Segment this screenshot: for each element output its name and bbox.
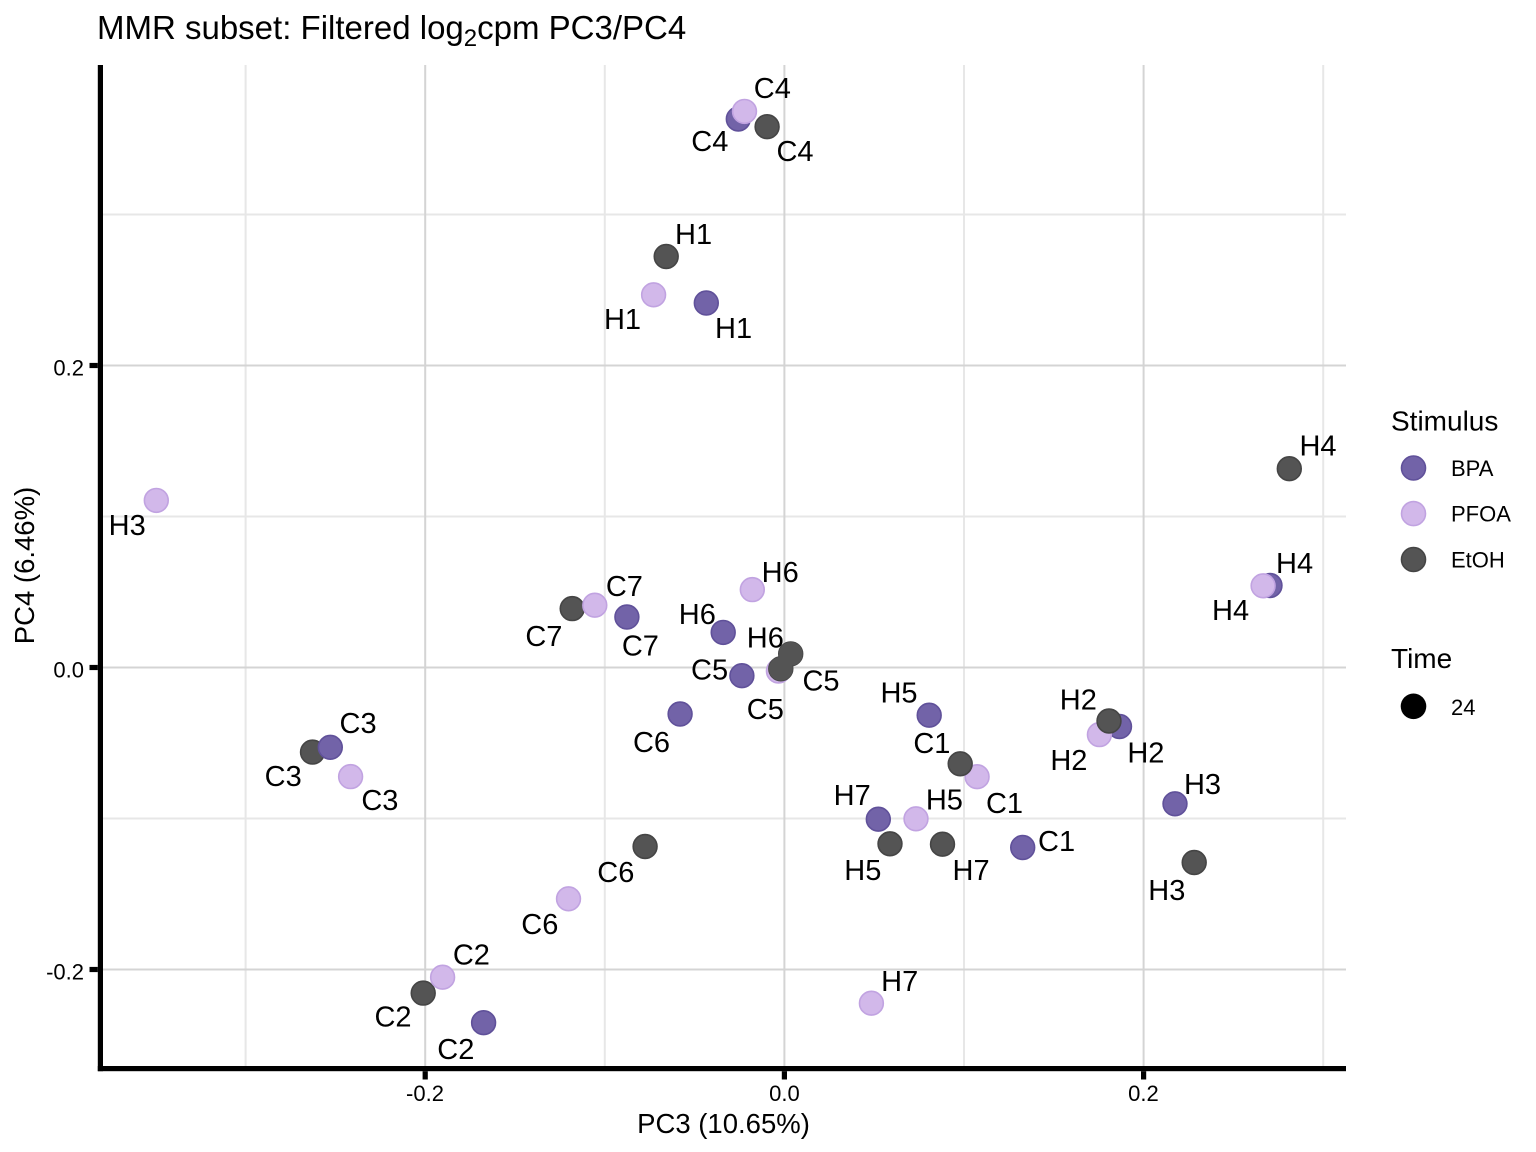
svg-text:C5: C5 bbox=[691, 655, 728, 687]
svg-text:H1: H1 bbox=[604, 304, 641, 336]
svg-text:24: 24 bbox=[1451, 695, 1475, 720]
svg-text:PC4 (6.46%): PC4 (6.46%) bbox=[9, 487, 40, 644]
svg-text:H2: H2 bbox=[1127, 737, 1164, 769]
svg-text:C3: C3 bbox=[361, 785, 398, 817]
svg-text:C7: C7 bbox=[525, 621, 562, 653]
svg-text:PFOA: PFOA bbox=[1451, 502, 1511, 527]
svg-text:C4: C4 bbox=[776, 136, 813, 168]
svg-text:-0.2: -0.2 bbox=[46, 959, 84, 984]
svg-text:C6: C6 bbox=[633, 727, 670, 759]
svg-text:H2: H2 bbox=[1060, 685, 1097, 717]
svg-text:C6: C6 bbox=[521, 909, 558, 941]
svg-text:H2: H2 bbox=[1050, 745, 1087, 777]
svg-text:H4: H4 bbox=[1299, 430, 1336, 462]
svg-text:Stimulus: Stimulus bbox=[1391, 406, 1498, 437]
svg-text:C3: C3 bbox=[265, 761, 302, 793]
svg-text:C7: C7 bbox=[622, 631, 659, 663]
svg-text:C1: C1 bbox=[986, 788, 1023, 820]
svg-text:C2: C2 bbox=[453, 940, 490, 972]
svg-text:C5: C5 bbox=[747, 694, 784, 726]
svg-text:PC3 (10.65%): PC3 (10.65%) bbox=[637, 1108, 810, 1139]
svg-text:C3: C3 bbox=[340, 708, 377, 740]
svg-text:H3: H3 bbox=[109, 510, 146, 542]
svg-text:H7: H7 bbox=[881, 966, 918, 998]
svg-text:0.0: 0.0 bbox=[769, 1081, 800, 1106]
svg-text:H7: H7 bbox=[834, 780, 871, 812]
svg-text:H6: H6 bbox=[762, 557, 799, 589]
svg-text:MMR subset: Filtered log2cpm P: MMR subset: Filtered log2cpm PC3/PC4 bbox=[97, 9, 686, 52]
svg-text:H5: H5 bbox=[844, 855, 881, 887]
svg-text:Time: Time bbox=[1391, 643, 1452, 674]
svg-text:C4: C4 bbox=[754, 73, 791, 105]
svg-text:0.0: 0.0 bbox=[53, 657, 84, 682]
svg-text:H1: H1 bbox=[675, 219, 712, 251]
svg-text:EtOH: EtOH bbox=[1451, 548, 1505, 573]
svg-text:H4: H4 bbox=[1212, 595, 1249, 627]
svg-text:H4: H4 bbox=[1276, 548, 1313, 580]
svg-text:C1: C1 bbox=[1038, 826, 1075, 858]
svg-text:C7: C7 bbox=[606, 571, 643, 603]
svg-text:C4: C4 bbox=[691, 126, 728, 158]
svg-text:H1: H1 bbox=[715, 313, 752, 345]
svg-text:C5: C5 bbox=[802, 666, 839, 698]
svg-text:H5: H5 bbox=[880, 678, 917, 710]
svg-text:H5: H5 bbox=[926, 785, 963, 817]
svg-text:H6: H6 bbox=[679, 599, 716, 631]
svg-text:0.2: 0.2 bbox=[53, 355, 84, 380]
svg-text:H3: H3 bbox=[1148, 875, 1185, 907]
svg-text:BPA: BPA bbox=[1451, 456, 1494, 481]
svg-text:H3: H3 bbox=[1184, 769, 1221, 801]
svg-text:C2: C2 bbox=[374, 1002, 411, 1034]
svg-text:H6: H6 bbox=[747, 623, 784, 655]
svg-text:C6: C6 bbox=[597, 857, 634, 889]
svg-text:C1: C1 bbox=[913, 728, 950, 760]
svg-text:0.2: 0.2 bbox=[1128, 1081, 1159, 1106]
svg-text:C2: C2 bbox=[437, 1034, 474, 1066]
svg-text:-0.2: -0.2 bbox=[406, 1081, 444, 1106]
svg-text:H7: H7 bbox=[953, 855, 990, 887]
